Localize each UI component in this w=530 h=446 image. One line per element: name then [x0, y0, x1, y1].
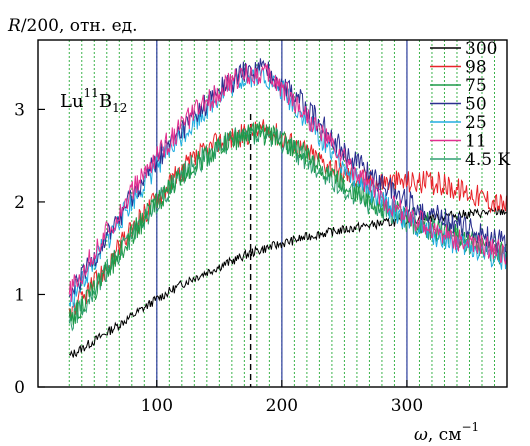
x-axis-var: ω	[414, 425, 428, 445]
x-tick-label: 200	[266, 396, 298, 416]
series-line	[68, 206, 507, 358]
y-tick-label: 2	[14, 193, 25, 213]
legend-label: 25	[465, 113, 487, 133]
x-axis-rest: , см	[428, 425, 462, 445]
legend-label: 75	[465, 76, 487, 96]
legend-label: 11	[465, 132, 487, 152]
legend-label: 50	[465, 95, 487, 115]
annotation-b: B	[99, 91, 112, 112]
series-line	[68, 58, 507, 298]
x-axis-title: ω, см−1	[414, 420, 479, 445]
series-group	[68, 58, 507, 358]
y-axis-title: R/200, отн. ед.	[7, 16, 138, 36]
series-line	[68, 62, 507, 303]
annotation-isotope: 11	[84, 86, 99, 100]
legend-label: 98	[465, 58, 487, 78]
x-axis-exponent: −1	[461, 420, 479, 434]
annotation-lu: Lu	[60, 91, 84, 112]
y-tick-label: 3	[14, 100, 25, 120]
y-axis-rest: /200, отн. ед.	[21, 16, 138, 36]
y-tick-label: 0	[14, 378, 25, 398]
plot-frame	[37, 39, 508, 388]
legend-label: 300	[465, 39, 497, 59]
legend-label: 4.5 K	[465, 150, 510, 170]
annotation-subscript: 12	[112, 101, 127, 115]
y-axis-var: R	[7, 16, 21, 36]
y-tick-label: 1	[14, 285, 25, 305]
x-tick-label: 300	[391, 396, 423, 416]
x-tick-label: 100	[141, 396, 173, 416]
sample-annotation: Lu11B12	[60, 86, 127, 115]
